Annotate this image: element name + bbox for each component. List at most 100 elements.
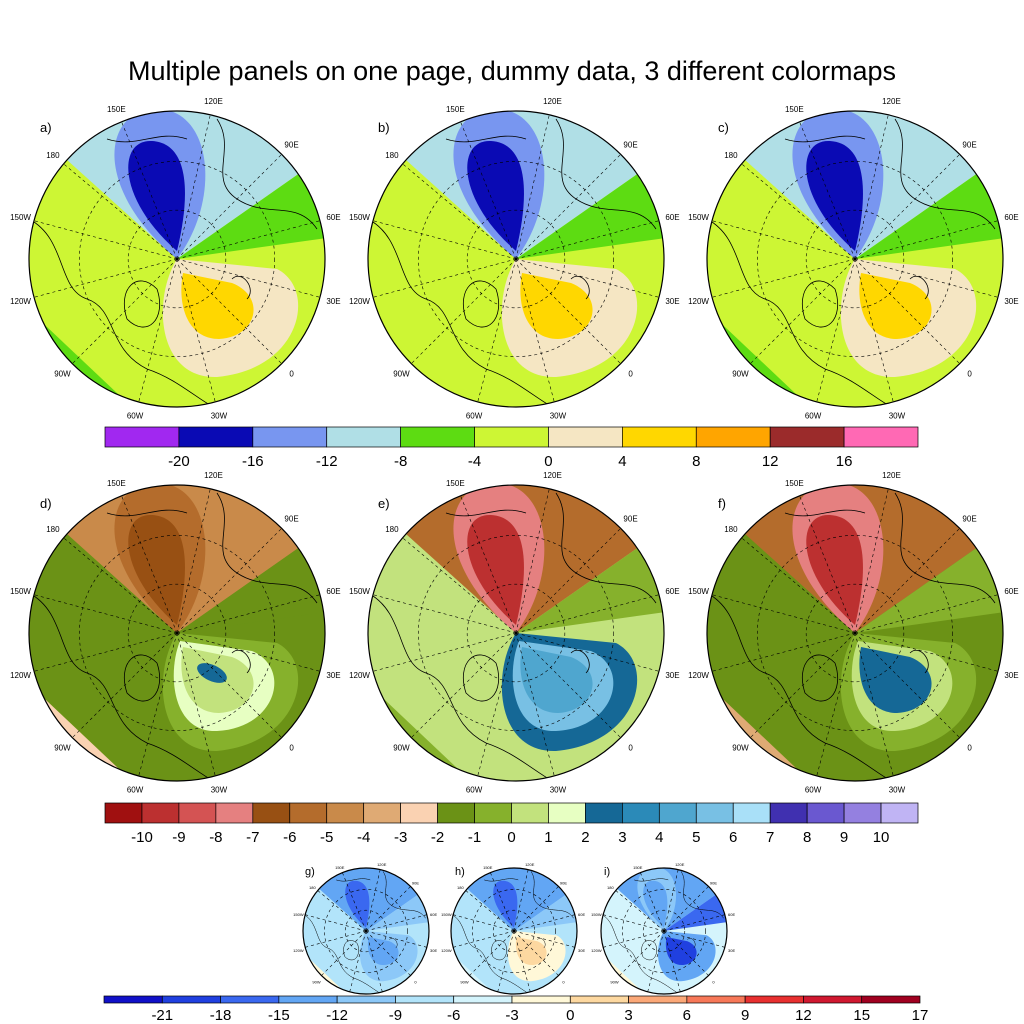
meridian: [513, 930, 575, 948]
meridian: [342, 872, 367, 932]
colorbar-swatch: [695, 802, 734, 824]
colorbar-label: 9: [840, 829, 848, 846]
meridian: [515, 154, 621, 260]
colorbar-label: 8: [803, 829, 811, 846]
colorbar-label: -8: [209, 829, 222, 846]
longitude-label: 90W: [312, 979, 320, 984]
map-border: [367, 484, 665, 782]
meridian: [854, 488, 889, 634]
colorbar-label: -9: [172, 829, 185, 846]
longitude-label: 90E: [962, 140, 976, 149]
longitude-label: 90W: [460, 979, 468, 984]
colorbar-swatch: [400, 802, 438, 824]
meridian: [663, 914, 725, 932]
longitude-label: 120E: [543, 97, 562, 106]
meridian: [515, 528, 621, 634]
meridian: [799, 121, 856, 260]
colorbar-label: -4: [357, 829, 370, 846]
core-lobe: [806, 514, 863, 625]
meridian: [663, 886, 709, 932]
meridian: [317, 890, 367, 932]
longitude-label: 60E: [1004, 213, 1018, 222]
meridian: [453, 914, 515, 932]
map-panel-b: 150E 120E 90E 60E 30E 0 30W 60W 90W 120W 150W 180: [349, 97, 680, 420]
longitude-label: 150W: [10, 587, 31, 596]
east-wedge: [855, 131, 1003, 259]
longitude-label: 90E: [623, 514, 637, 523]
colorbar-label: 6: [729, 829, 737, 846]
meridian: [372, 594, 517, 634]
core-lobe: [493, 880, 518, 928]
meridian: [515, 220, 660, 260]
panel-label: g): [305, 866, 315, 878]
longitude-label: 60W: [805, 785, 822, 794]
meridian: [321, 930, 367, 976]
longitude-label: 180: [724, 525, 738, 534]
meridian: [176, 220, 321, 260]
meridian: [372, 258, 517, 298]
latitude-circle: [757, 535, 953, 731]
core-lobe: [806, 140, 863, 251]
meridian: [603, 930, 665, 948]
longitude-label: 120E: [377, 862, 387, 867]
colorbar-swatch: [326, 802, 365, 824]
meridian: [33, 220, 178, 260]
meridian: [477, 258, 517, 403]
colorbar-swatch: [803, 995, 863, 1004]
latitude-circle: [466, 583, 566, 683]
meridian: [72, 632, 178, 738]
meridian: [176, 114, 211, 260]
meridian: [711, 632, 856, 672]
colorbar-label: -18: [210, 1007, 232, 1024]
longitude-label: 60W: [127, 785, 144, 794]
colorbar-label: -7: [246, 829, 259, 846]
longitude-label: 60E: [665, 587, 679, 596]
longitude-label: 150W: [349, 213, 370, 222]
east-wedge: [664, 876, 727, 931]
longitude-label: 30W: [550, 411, 567, 420]
longitude-label: 120E: [882, 471, 901, 480]
longitude-label: 0: [414, 979, 417, 984]
colorbar-2: -10 -9 -8 -7 -6 -5 -4 -3 -2 -1 0 1 2 3 4 5 6 7 8 9 10: [104, 802, 919, 846]
core-lobe: [128, 140, 185, 251]
meridian: [663, 930, 709, 976]
longitude-label: 120W: [688, 671, 709, 680]
latitude-circle: [344, 909, 388, 953]
meridian: [603, 914, 665, 932]
meridian: [365, 914, 427, 932]
colorbar-label: 2: [581, 829, 589, 846]
longitude-label: 120E: [882, 97, 901, 106]
colorbar-label: -20: [168, 453, 190, 470]
se-core-lobe: [181, 273, 254, 339]
colorbar-label: -4: [468, 453, 481, 470]
longitude-label: 90W: [54, 370, 71, 379]
longitude-label: 150E: [107, 105, 126, 114]
colorbar-label: -5: [320, 829, 333, 846]
longitude-label: 60W: [466, 785, 483, 794]
longitude-label: 120W: [349, 297, 370, 306]
panel-label: e): [378, 496, 390, 511]
meridian: [402, 163, 517, 260]
latitude-circle: [642, 909, 686, 953]
colorbar-label: -12: [316, 453, 338, 470]
meridian: [515, 632, 555, 777]
colorbar-label: -6: [283, 829, 296, 846]
longitude-label: 120E: [204, 97, 223, 106]
colorbar-1: -20 -16 -12 -8 -4 0 4 8 12 16: [104, 426, 919, 470]
meridian: [750, 258, 856, 364]
colorbar-label: -21: [151, 1007, 173, 1024]
meridian: [619, 930, 665, 976]
colorbar-swatch: [628, 995, 688, 1004]
latitude-circle: [466, 209, 566, 309]
longitude-label: 90W: [732, 744, 749, 753]
colorbar-label: -8: [394, 453, 407, 470]
colorbar-swatch: [622, 426, 697, 448]
meridian: [372, 632, 517, 672]
longitude-label: 30E: [665, 671, 679, 680]
meridian: [63, 163, 178, 260]
se-core-lobe: [859, 647, 932, 713]
longitude-label: 120E: [543, 471, 562, 480]
meridian: [854, 632, 894, 777]
colorbar-swatch: [769, 802, 808, 824]
